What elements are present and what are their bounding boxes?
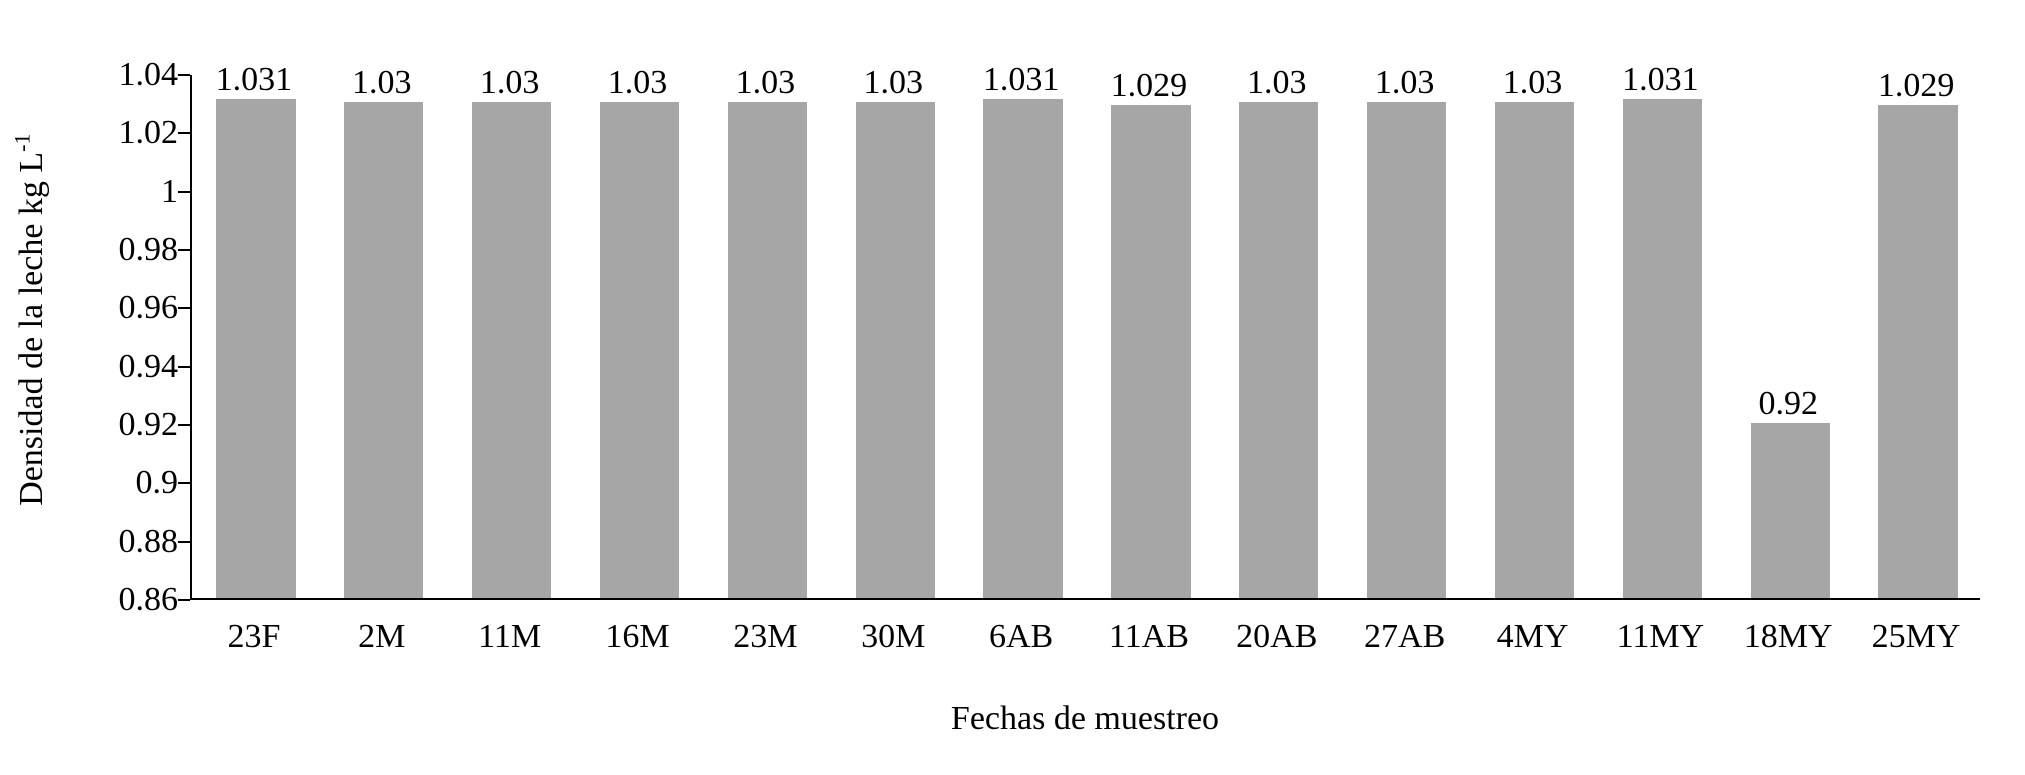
y-tick-label: 0.88 [78, 523, 178, 561]
bar [1111, 105, 1190, 598]
y-axis-title: Densidad de la leche kg L-1 [0, 0, 60, 640]
bar [1878, 105, 1957, 598]
y-tick-label: 0.98 [78, 231, 178, 269]
y-tick-mark [178, 366, 190, 368]
y-tick-mark [178, 191, 190, 193]
x-tick-label: 11MY [1617, 618, 1705, 656]
y-tick-label: 1.02 [78, 114, 178, 152]
y-tick-label: 0.92 [78, 406, 178, 444]
bar [600, 102, 679, 598]
bars-container [192, 75, 1980, 598]
x-tick-label: 18MY [1744, 618, 1833, 656]
bar [1623, 99, 1702, 598]
bar [728, 102, 807, 598]
x-axis-title: Fechas de muestreo [190, 700, 1980, 738]
x-tick-label: 20AB [1236, 618, 1317, 656]
x-tick-label: 4MY [1497, 618, 1569, 656]
bar [1367, 102, 1446, 598]
y-axis-title-text: Densidad de la leche kg L-1 [9, 134, 50, 506]
y-tick-mark [178, 599, 190, 601]
bar-value-label: 1.03 [352, 64, 412, 102]
bar-value-label: 1.031 [983, 61, 1060, 99]
bar-value-label: 1.03 [1247, 64, 1307, 102]
y-axis-ticks: 0.860.880.90.920.940.960.9811.021.04 [80, 75, 190, 600]
bar [216, 99, 295, 598]
bar-value-label: 1.03 [608, 64, 668, 102]
x-tick-label: 23F [227, 618, 280, 656]
y-tick-label: 1 [78, 173, 178, 211]
x-tick-label: 23M [733, 618, 797, 656]
y-tick-mark [178, 424, 190, 426]
bar-value-label: 1.03 [480, 64, 540, 102]
x-axis-ticks: 23F 2M 11M 16M 23M 30M 6AB 11AB 20AB 27AB 4MY 11MY 1… [190, 610, 1980, 670]
y-tick-mark [178, 307, 190, 309]
y-tick-mark [178, 132, 190, 134]
bar-value-label: 1.029 [1878, 67, 1955, 105]
bar-value-label: 1.03 [1503, 64, 1563, 102]
bar-value-label: 1.03 [1375, 64, 1435, 102]
x-tick-label: 16M [605, 618, 669, 656]
bar [472, 102, 551, 598]
y-tick-label: 0.9 [78, 464, 178, 502]
bar [344, 102, 423, 598]
bar [1751, 423, 1830, 598]
x-tick-label: 11M [478, 618, 541, 656]
density-bar-chart: Densidad de la leche kg L-1 0.86 0.88 0.9 0… [0, 0, 2025, 775]
bar [983, 99, 1062, 598]
bar-value-label: 1.031 [216, 61, 293, 99]
bar [1239, 102, 1318, 598]
x-axis-title-text: Fechas de muestreo [951, 700, 1219, 737]
x-tick-label: 25MY [1872, 618, 1961, 656]
x-tick-label: 11AB [1109, 618, 1189, 656]
bar [1495, 102, 1574, 598]
y-tick-label: 1.04 [78, 56, 178, 94]
bar-value-label: 1.03 [863, 64, 923, 102]
x-tick-label: 30M [861, 618, 925, 656]
x-tick-label: 6AB [989, 618, 1053, 656]
y-tick-label: 0.94 [78, 348, 178, 386]
x-tick-label: 27AB [1364, 618, 1445, 656]
y-tick-label: 0.96 [78, 289, 178, 327]
x-tick-label: 2M [358, 618, 405, 656]
y-tick-mark [178, 249, 190, 251]
y-tick-label: 0.86 [78, 581, 178, 619]
bar-value-label: 0.92 [1758, 385, 1818, 423]
y-tick-mark [178, 74, 190, 76]
plot-area [190, 75, 1980, 600]
bar [856, 102, 935, 598]
y-tick-mark [178, 482, 190, 484]
bar-value-label: 1.029 [1111, 67, 1188, 105]
bar-value-label: 1.031 [1622, 61, 1699, 99]
y-tick-mark [178, 541, 190, 543]
bar-value-label: 1.03 [736, 64, 796, 102]
